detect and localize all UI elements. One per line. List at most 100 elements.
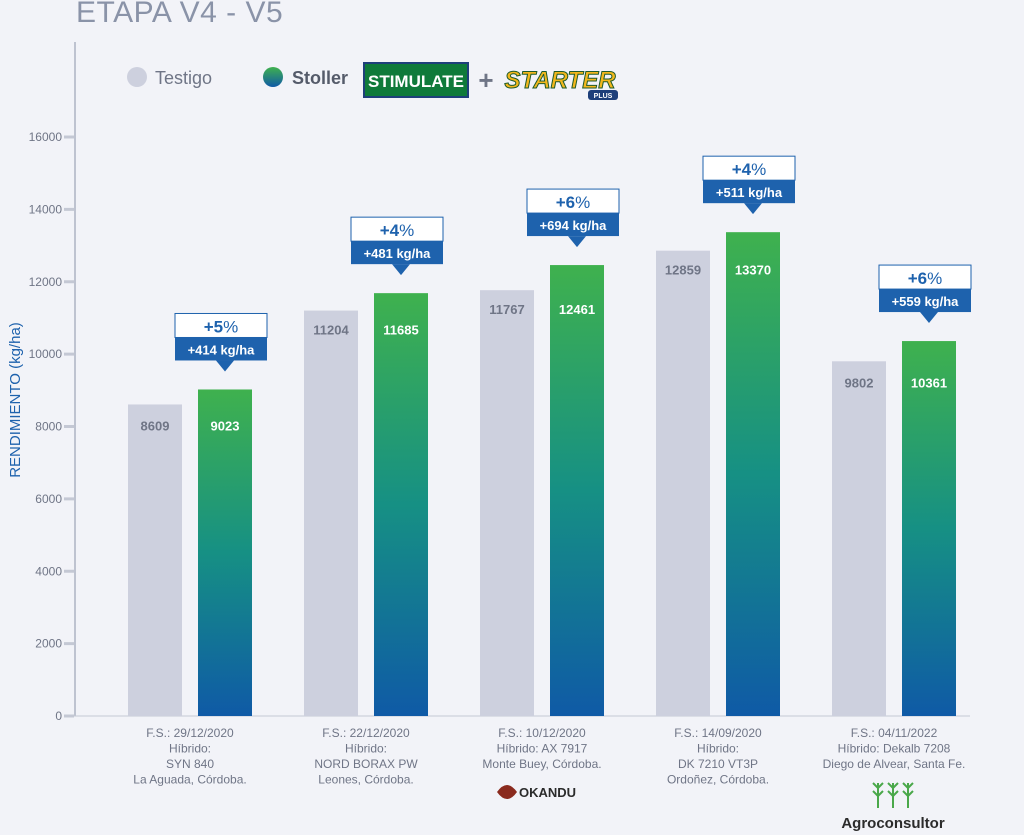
agroconsultor-logo-text: Agroconsultor bbox=[841, 815, 944, 832]
gain-badge: +4% +481 kg/ha bbox=[350, 216, 444, 276]
badge-pct-sign: % bbox=[751, 160, 766, 179]
y-tick-label: 14000 bbox=[29, 202, 63, 216]
y-tick-label: 0 bbox=[55, 709, 62, 723]
badge-pct-sign: % bbox=[223, 317, 238, 336]
legend-plus: + bbox=[478, 65, 493, 95]
annotations: +5%+414 kg/ha+4%+481 kg/ha+6%+694 kg/ha+… bbox=[174, 155, 972, 372]
badge-kg-box bbox=[527, 213, 619, 237]
bar-label-testigo: 9802 bbox=[845, 375, 874, 390]
okandu-logo: OKANDU bbox=[497, 785, 576, 800]
badge-kg-box bbox=[703, 180, 795, 204]
gain-badge: +5% +414 kg/ha bbox=[174, 312, 268, 372]
x-category-label: Híbrido: Dekalb 7208 bbox=[838, 742, 951, 756]
bar-label-testigo: 8609 bbox=[141, 418, 170, 433]
badge-pct: +6% bbox=[908, 269, 943, 288]
badge-kg-box bbox=[351, 241, 443, 265]
badge-pct-box bbox=[526, 188, 620, 214]
x-category-label: Ordoñez, Córdoba. bbox=[667, 773, 769, 787]
bar-stoller bbox=[374, 293, 428, 716]
starter-plus-sub: PLUS bbox=[594, 93, 613, 100]
agroconsultor-logo: Agroconsultor bbox=[841, 782, 945, 832]
x-category-label: NORD BORAX PW bbox=[314, 757, 418, 771]
y-tick-label: 8000 bbox=[35, 420, 62, 434]
badge-pct-sign: % bbox=[575, 193, 590, 212]
badge-pointer bbox=[392, 264, 410, 276]
stimulate-logo: STIMULATE bbox=[363, 62, 469, 98]
y-axis-label: RENDIMIENTO (kg/ha) bbox=[7, 322, 24, 478]
badge-kg: +414 kg/ha bbox=[188, 342, 256, 357]
x-category-label: F.S.: 29/12/2020 bbox=[146, 726, 234, 740]
bar-stoller bbox=[198, 389, 252, 716]
bar-label-testigo: 11204 bbox=[313, 323, 349, 338]
badge-pct-box bbox=[350, 216, 444, 242]
legend-testigo-label: Testigo bbox=[155, 68, 212, 88]
y-tick-label: 16000 bbox=[29, 130, 63, 144]
legend-stoller-swatch bbox=[263, 67, 283, 87]
y-tick-label: 12000 bbox=[29, 275, 63, 289]
badge-pct: +4% bbox=[732, 160, 767, 179]
bar-label-stoller: 11685 bbox=[383, 323, 418, 338]
y-tick-label: 10000 bbox=[29, 347, 63, 361]
y-tick-label: 4000 bbox=[35, 564, 62, 578]
bar-testigo bbox=[832, 361, 886, 716]
stimulate-logo-text: STIMULATE bbox=[368, 72, 464, 91]
x-category-label: F.S.: 14/09/2020 bbox=[674, 726, 762, 740]
x-category-label: Híbrido: bbox=[345, 742, 387, 756]
starter-logo-text: STARTER bbox=[504, 67, 616, 94]
x-category-label: F.S.: 10/12/2020 bbox=[498, 726, 586, 740]
legend-testigo-swatch bbox=[127, 67, 147, 87]
bar-stoller bbox=[902, 341, 956, 716]
gain-badge: +6% +559 kg/ha bbox=[878, 264, 972, 324]
bar-label-stoller: 12461 bbox=[559, 302, 595, 317]
gain-badge: +4% +511 kg/ha bbox=[702, 155, 796, 215]
bar-stoller bbox=[726, 232, 780, 716]
chart-title: ETAPA V4 - V5 bbox=[76, 0, 284, 29]
x-category-label: Monte Buey, Córdoba. bbox=[482, 757, 601, 771]
bar-stoller bbox=[550, 265, 604, 716]
badge-kg-box bbox=[175, 337, 267, 361]
badge-pct: +4% bbox=[380, 221, 415, 240]
legend-stoller-label: Stoller bbox=[292, 68, 348, 88]
okandu-logo-text: OKANDU bbox=[519, 785, 576, 800]
x-category-label: Diego de Alvear, Santa Fe. bbox=[823, 757, 966, 771]
starter-plus-logo: STARTER PLUS bbox=[504, 67, 618, 100]
bar-label-stoller: 13370 bbox=[735, 263, 771, 278]
x-category-label: SYN 840 bbox=[166, 757, 214, 771]
badge-kg: +481 kg/ha bbox=[364, 246, 432, 261]
x-category-label: Híbrido: bbox=[697, 742, 739, 756]
badge-kg: +559 kg/ha bbox=[892, 294, 960, 309]
badge-kg-box bbox=[879, 289, 971, 313]
badge-pct-sign: % bbox=[927, 269, 942, 288]
badge-pointer bbox=[744, 203, 762, 215]
x-category-label: F.S.: 04/11/2022 bbox=[851, 726, 938, 740]
y-tick-label: 6000 bbox=[35, 492, 62, 506]
y-ticks: 0 2000 4000 6000 8000 10000 12000 14000 16000 bbox=[29, 130, 74, 723]
x-category-label: Híbrido: bbox=[169, 742, 211, 756]
badge-kg: +694 kg/ha bbox=[540, 218, 608, 233]
badge-pointer bbox=[216, 360, 234, 372]
x-category-label: La Aguada, Córdoba. bbox=[133, 773, 246, 787]
bar-testigo bbox=[128, 404, 182, 716]
bar-label-testigo: 12859 bbox=[665, 263, 701, 278]
badge-pct: +5% bbox=[204, 317, 239, 336]
bar-testigo bbox=[304, 310, 358, 716]
x-category-label: DK 7210 VT3P bbox=[678, 757, 758, 771]
okandu-leaf-icon bbox=[497, 785, 517, 799]
bar-label-testigo: 11767 bbox=[489, 302, 524, 317]
wheat-icon bbox=[872, 782, 914, 808]
badge-kg: +511 kg/ha bbox=[716, 185, 783, 200]
bars: 8609 9023 11204 11685 11767 12461 12859 13370 98… bbox=[128, 232, 956, 717]
bar-label-stoller: 9023 bbox=[211, 418, 240, 433]
x-category-label: Leones, Córdoba. bbox=[318, 773, 413, 787]
x-category-label: F.S.: 22/12/2020 bbox=[322, 726, 410, 740]
legend: Testigo Stoller STIMULATE + STARTER PLUS bbox=[127, 62, 618, 100]
badge-pct: +6% bbox=[556, 193, 591, 212]
bar-label-stoller: 10361 bbox=[911, 375, 947, 390]
x-category-label: Híbrido: AX 7917 bbox=[497, 742, 588, 756]
badge-pct-box bbox=[878, 264, 972, 290]
gain-badge: +6% +694 kg/ha bbox=[526, 188, 620, 248]
y-tick-label: 2000 bbox=[35, 637, 62, 651]
badge-pct-sign: % bbox=[399, 221, 414, 240]
